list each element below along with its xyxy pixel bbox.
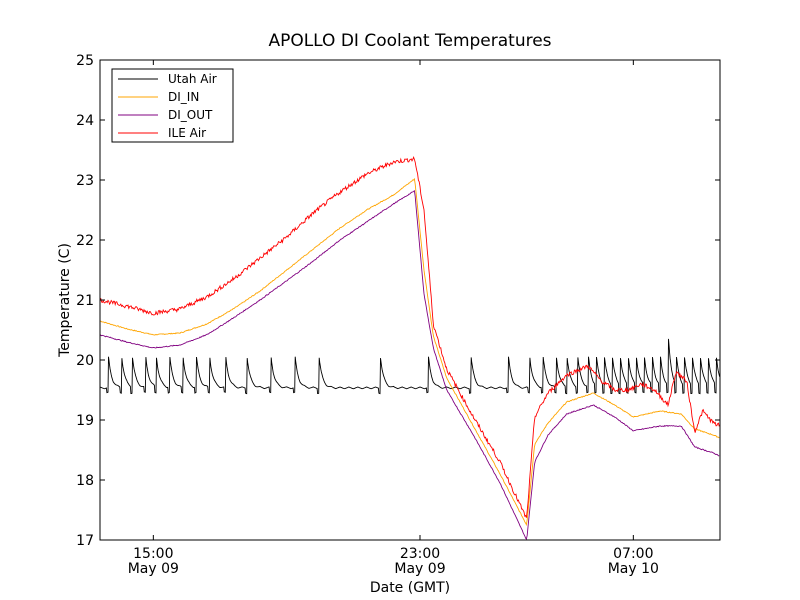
- legend-label: DI_OUT: [168, 108, 213, 122]
- x-tick-time-label: 23:00: [400, 546, 440, 562]
- x-tick-date-label: May 09: [394, 561, 445, 577]
- series-layer: [99, 156, 721, 540]
- y-tick-label: 25: [76, 53, 94, 69]
- y-tick-label: 22: [76, 233, 94, 249]
- y-tick-label: 21: [76, 293, 94, 309]
- series-line-ile-air: [99, 156, 720, 518]
- legend-label: Utah Air: [168, 72, 217, 86]
- series-line-di-in: [99, 177, 720, 527]
- x-tick-date-label: May 10: [608, 561, 659, 577]
- y-tick-label: 17: [76, 533, 94, 549]
- legend-label: DI_IN: [168, 90, 199, 104]
- legend-label: ILE Air: [168, 126, 206, 140]
- legend-box: [111, 68, 234, 143]
- y-tick-label: 23: [76, 173, 94, 189]
- y-axis-label: Temperature (C): [57, 243, 73, 358]
- chart-title: APOLLO DI Coolant Temperatures: [268, 31, 551, 51]
- y-tick-label: 20: [76, 353, 94, 369]
- y-tick-label: 19: [76, 413, 94, 429]
- x-tick-time-label: 07:00: [613, 546, 653, 562]
- series-line-di-out: [99, 190, 720, 540]
- y-tick-label: 24: [76, 113, 94, 129]
- x-tick-time-label: 15:00: [133, 546, 173, 562]
- y-tick-label: 18: [76, 473, 94, 489]
- series-line-utah-air: [99, 338, 721, 395]
- legend: Utah Air DI_IN DI_OUT ILE Air: [111, 68, 234, 143]
- x-tick-date-label: May 09: [128, 561, 179, 577]
- x-axis-label: Date (GMT): [370, 580, 450, 596]
